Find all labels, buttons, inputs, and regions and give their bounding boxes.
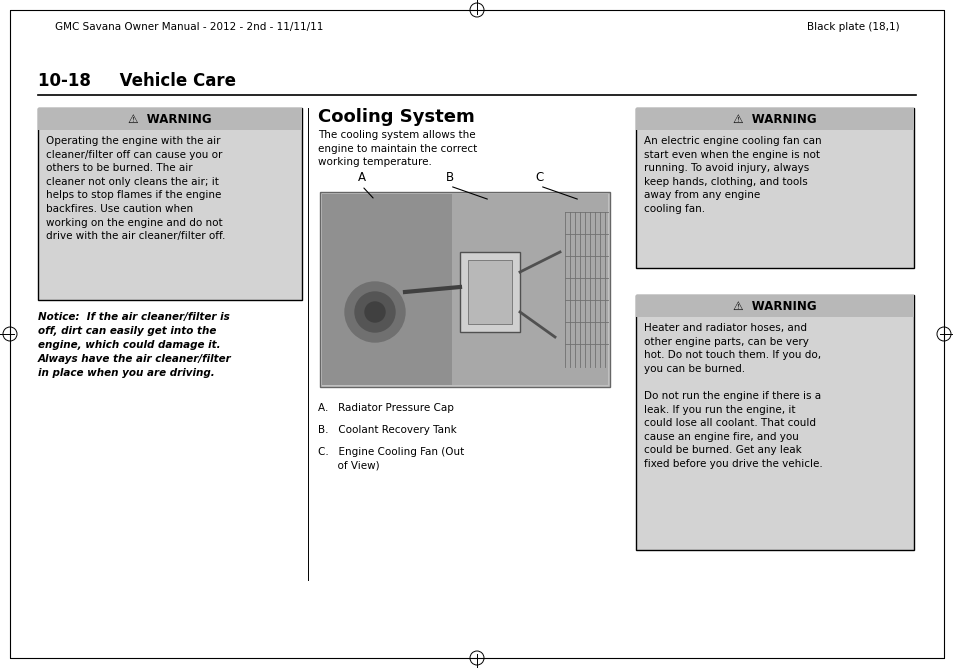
Bar [38,108,302,300]
Text: Notice:  If the air cleaner/filter is
off, dirt can easily get into the
engine, : Notice: If the air cleaner/filter is off… [38,312,232,378]
Text: 10-18     Vehicle Care: 10-18 Vehicle Care [38,72,235,90]
Circle shape [365,302,385,322]
Text: Heater and radiator hoses, and
other engine parts, can be very
hot. Do not touch: Heater and radiator hoses, and other eng… [643,323,821,469]
Circle shape [355,292,395,332]
Text: GMC Savana Owner Manual - 2012 - 2nd - 11/11/11: GMC Savana Owner Manual - 2012 - 2nd - 1… [55,22,323,32]
Text: The cooling system allows the
engine to maintain the correct
working temperature: The cooling system allows the engine to … [317,130,476,167]
Bar [636,295,913,550]
Text: A.   Radiator Pressure Cap: A. Radiator Pressure Cap [317,403,454,413]
Text: ⚠  WARNING: ⚠ WARNING [128,112,212,126]
Bar [322,194,452,385]
Text: C: C [536,171,543,184]
Text: Cooling System: Cooling System [317,108,475,126]
Bar [322,194,607,385]
Bar [319,192,609,387]
Bar [636,295,913,317]
Text: ⚠  WARNING: ⚠ WARNING [733,112,816,126]
Bar [38,108,302,130]
Bar [636,108,913,268]
Text: Black plate (18,1): Black plate (18,1) [806,22,899,32]
Text: B.   Coolant Recovery Tank: B. Coolant Recovery Tank [317,425,456,435]
Circle shape [345,282,405,342]
Text: ⚠  WARNING: ⚠ WARNING [733,299,816,313]
Text: B: B [445,171,454,184]
Bar [459,252,519,332]
Text: Operating the engine with the air
cleaner/filter off can cause you or
others to : Operating the engine with the air cleane… [46,136,225,241]
Bar [468,260,512,324]
Text: C.   Engine Cooling Fan (Out
      of View): C. Engine Cooling Fan (Out of View) [317,447,464,470]
Bar [636,108,913,130]
Text: An electric engine cooling fan can
start even when the engine is not
running. To: An electric engine cooling fan can start… [643,136,821,214]
Text: A: A [357,171,366,184]
